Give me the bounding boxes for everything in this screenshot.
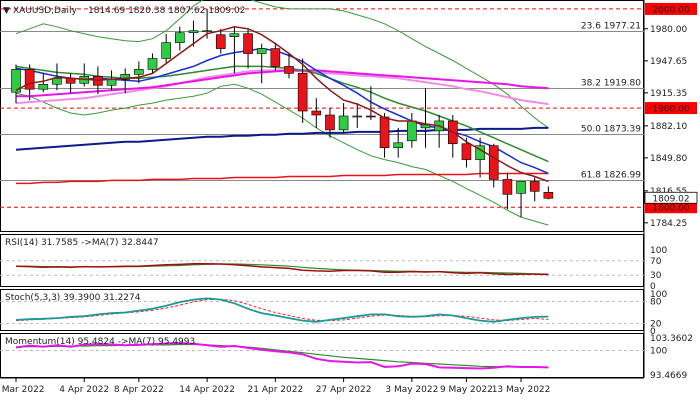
stoch-pane-content: [0, 297, 644, 325]
main-pane-content: 23.6 1977.21 38.2 1919.80 50.0 1873.39 61.8…: [0, 0, 644, 226]
lower-band-line: [15, 83, 549, 226]
key-level-tag-text: 2000.00: [652, 5, 689, 15]
candle-body: [407, 120, 417, 142]
momentum-scale-label: 100: [650, 347, 667, 357]
sma-200-line: [16, 172, 549, 185]
stoch-scale-label: 0: [650, 327, 656, 337]
fib-level-label: 61.8 1826.99: [581, 170, 641, 180]
last-price-tag: [644, 191, 698, 204]
candle-body: [461, 143, 472, 160]
stoch-scale-label: 80: [650, 297, 662, 307]
candle-body: [502, 179, 513, 195]
candle-body: [243, 33, 253, 54]
candle-body: [311, 110, 322, 116]
candle-body: [229, 33, 240, 37]
candle-body: [284, 66, 294, 74]
candle-body: [24, 69, 35, 90]
momentum-scale-label: 93.4669: [650, 371, 687, 381]
upper-band-line: [15, 0, 549, 129]
sma-100-line: [15, 126, 549, 151]
key-level-tag-text: 1900.00: [652, 105, 689, 115]
rsi-scale-label: 100: [650, 246, 667, 256]
momentum-pane-content: [0, 341, 644, 370]
momentum-scale-label: 103.3602: [650, 334, 693, 344]
rsi-scale-label: 30: [650, 271, 662, 281]
price-tick-label: 1784.25: [650, 219, 687, 229]
sma-30-line: [16, 69, 549, 98]
symbol-label: XAUUSD,Daily: [13, 6, 77, 16]
candle-body: [420, 124, 431, 129]
momentum-line: [15, 341, 549, 370]
candle-body: [188, 30, 199, 34]
candle-body: [516, 181, 526, 194]
rsi-pane-content: [0, 260, 644, 276]
date-tick-label: 8 Apr 2022: [114, 385, 164, 395]
rsi-line: [15, 262, 549, 276]
candle-body: [352, 115, 363, 118]
candle-body: [38, 83, 49, 90]
sma-20-line: [15, 65, 549, 163]
candle-body: [52, 78, 62, 85]
date-tick-label: 3 May 2022: [385, 385, 438, 395]
date-tick-label: 14 Apr 2022: [179, 385, 235, 395]
candle-body: [202, 30, 212, 33]
candle-body: [256, 48, 267, 54]
sma-5-line: [15, 26, 549, 183]
rsi-scale-label: 70: [650, 257, 662, 267]
candle-body: [325, 114, 335, 131]
key-level-tag: [645, 102, 697, 115]
candle-body: [393, 142, 404, 149]
candle-body: [379, 116, 390, 149]
candle-body: [488, 145, 499, 180]
last-price-text: 1809.02: [652, 194, 689, 204]
price-tick-label: 1849.80: [650, 154, 687, 164]
candle-body: [270, 48, 281, 67]
date-tick-label: 13 May 2022: [492, 385, 551, 395]
candle-body: [215, 34, 226, 49]
symbol-dropdown-icon[interactable]: ▼: [3, 6, 10, 16]
candle-body: [134, 69, 144, 75]
momentum-label: Momentum(14) 95.4824 ->MA(7) 95.4993: [5, 337, 195, 347]
candle-body: [11, 69, 21, 93]
key-level-tag: [645, 201, 697, 214]
candle-body: [529, 181, 540, 192]
candle-body: [147, 58, 158, 70]
fib-level-label: 23.6 1977.21: [581, 22, 641, 32]
candle-body: [366, 115, 376, 118]
stoch-k-line: [15, 297, 549, 323]
candle-body: [120, 74, 130, 80]
rsi-scale-label: 0: [650, 282, 656, 292]
fib-level-label: 50.0 1873.39: [581, 124, 641, 134]
price-tick-label: 1915.35: [650, 89, 687, 99]
date-tick-label: 21 Apr 2022: [248, 385, 304, 395]
price-tick-label: 1947.65: [650, 57, 687, 67]
sma-10-line: [15, 47, 549, 175]
price-tick-label: 1882.10: [650, 122, 687, 132]
stoch-label: Stoch(5,3,3) 39.3900 31.2274: [5, 293, 141, 303]
date-tick-label: 4 Apr 2022: [59, 385, 109, 395]
price-tick-label: 1816.55: [650, 187, 687, 197]
stoch-scale-label: 100: [650, 290, 667, 300]
date-tick-label: 29 Mar 2022: [0, 385, 45, 395]
date-tick-label: 9 May 2022: [440, 385, 493, 395]
ohlc-readout: 1814.69 1820.38 1807.62 1809.02: [88, 6, 245, 16]
candle-body: [338, 115, 349, 131]
fib-level-label: 38.2 1919.80: [581, 78, 641, 88]
candle-body: [161, 42, 171, 59]
axis-labels: 2000.00 1900.00 1800.00 1980.00 1947.65 1915.…: [0, 2, 698, 395]
price-tick-label: 1980.00: [650, 25, 687, 35]
main-pane[interactable]: [0, 0, 644, 232]
rsi-label: RSI(14) 31.7585 ->MA(7) 32.8447: [5, 238, 159, 248]
momentum-ma-line: [16, 343, 549, 368]
key-level-tag-text: 1800.00: [652, 204, 689, 214]
date-tick-label: 27 Apr 2022: [316, 385, 372, 395]
candle-body: [543, 192, 554, 199]
stoch-scale-label: 20: [650, 320, 662, 330]
candle-body: [297, 73, 308, 112]
key-level-tag: [645, 2, 697, 15]
candle-body: [175, 32, 185, 43]
